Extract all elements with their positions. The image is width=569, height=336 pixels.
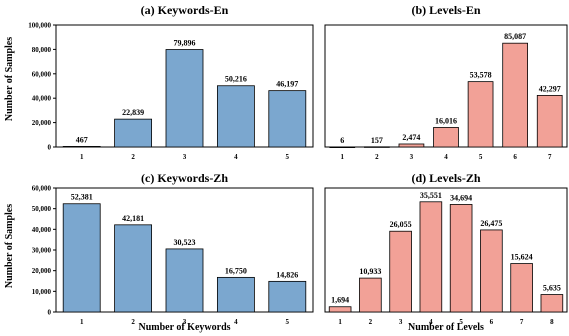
panel-1-xtick-label: 3 (183, 153, 187, 161)
panel-1-ytick-label: 20,000 (32, 119, 52, 127)
panel-2-bar (502, 42, 528, 148)
panel-1-title: (a) Keywords-En (141, 3, 229, 17)
panel-4-bar (328, 306, 352, 313)
panel-1-ytick-label: 60,000 (32, 70, 52, 78)
panel-2-xtick-label: 2 (375, 153, 379, 161)
panel-2-xtick-label: 5 (479, 153, 483, 161)
panel-3-xtick-label: 5 (286, 318, 290, 326)
panel-4-xtick-label: 2 (369, 318, 373, 326)
panel-2-data-label: 85,087 (504, 32, 526, 41)
panel-2-data-label: 2,474 (402, 133, 420, 142)
panel-4-xtick-label: 8 (550, 318, 554, 326)
panel-4-data-label: 15,624 (511, 253, 533, 262)
panel-4-xtick-label: 7 (520, 318, 524, 326)
panel-1-bar (62, 146, 101, 148)
panel-2-xtick-label: 3 (410, 153, 414, 161)
panel-3-title: (c) Keywords-Zh (141, 171, 228, 185)
panel-1-ytick-label: 0 (48, 144, 52, 152)
panel-2-xtick-label: 4 (444, 153, 448, 161)
panel-3-ytick-label: 20,000 (32, 267, 52, 275)
panel-2-bar (467, 81, 494, 148)
panel-1-data-label: 46,197 (276, 80, 298, 89)
panel-2-xtick-label: 6 (513, 153, 517, 161)
panel-4-bar (540, 294, 564, 313)
panel-1-ytick-label: 80,000 (32, 46, 52, 54)
panel-2-xtick-label: 7 (548, 153, 552, 161)
panel-2-xtick-label: 1 (341, 153, 345, 161)
panel-4-bar (449, 204, 473, 313)
panel-3-ytick-label: 40,000 (32, 226, 52, 234)
panel-2-bar (536, 94, 563, 148)
panel-1-data-label: 467 (76, 135, 88, 144)
ylabel-bottom: Number of Samples (4, 204, 15, 288)
panel-3-ytick-label: 50,000 (32, 205, 52, 213)
panel-3-xtick-label: 3 (183, 318, 187, 326)
panel-4-data-label: 26,475 (480, 219, 502, 228)
panel-3-bar (114, 224, 153, 313)
panel-1-xtick-label: 5 (286, 153, 290, 161)
panel-4-data-label: 10,933 (359, 267, 381, 276)
panel-4-xtick-label: 1 (338, 318, 342, 326)
panel-3-ytick-label: 60,000 (32, 185, 52, 193)
panel-4-xtick-label: 5 (459, 318, 463, 326)
panel-3-ytick-label: 30,000 (32, 247, 52, 255)
panel-3-bar (268, 280, 307, 313)
panel-4-data-label: 34,694 (450, 193, 472, 202)
panel-3-data-label: 16,750 (225, 266, 247, 275)
ylabel-group: Number of Samples Number of Samples (4, 37, 15, 288)
panel-3-bar (216, 276, 255, 313)
panel-4-title: (d) Levels-Zh (412, 171, 481, 185)
panel-2-data-label: 42,297 (539, 84, 561, 93)
panel-2-bar (364, 146, 390, 148)
panel-4-bar (480, 229, 503, 313)
panel-1-data-label: 22,839 (122, 108, 144, 117)
panel-1-bar (216, 85, 255, 148)
panel-1-bar (114, 118, 153, 148)
panel-3-data-label: 14,826 (276, 270, 298, 279)
panel-4-bar (359, 277, 382, 313)
panel-4-data-label: 1,694 (331, 296, 349, 305)
panel-4-data-label: 5,635 (543, 284, 561, 293)
panel-2-data-label: 157 (371, 136, 383, 145)
panel-1-bar (268, 90, 307, 148)
panel-4-xlabel: Number of Levels (408, 322, 484, 333)
panel-3-bar (165, 248, 204, 313)
panel-2-bar (329, 146, 356, 148)
panel-2-data-label: 6 (340, 136, 344, 145)
panel-1-xtick-label: 4 (234, 153, 238, 161)
panel-1-ytick-label: 40,000 (32, 95, 52, 103)
panel-4-xtick-label: 3 (399, 318, 403, 326)
panel-1-bar (165, 49, 204, 148)
panel-4-frame (324, 187, 568, 313)
panel-3-data-label: 52,381 (71, 193, 93, 202)
panel-3-ytick-label: 0 (48, 309, 52, 317)
panel-3-data-label: 30,523 (174, 238, 196, 247)
panel-3-ytick-label: 10,000 (32, 288, 52, 296)
panel-4-data-label: 26,055 (390, 220, 412, 229)
panel-3-bar (62, 203, 101, 313)
panel-3-xtick-label: 1 (80, 318, 84, 326)
panel-1-data-label: 79,896 (174, 39, 196, 48)
panel-2-bar (398, 143, 425, 148)
panel-4-bar (389, 230, 412, 313)
panel-2-data-label: 53,578 (470, 71, 492, 80)
panel-3-xlabel: Number of Keywords (138, 322, 230, 333)
panel-2-data-label: 16,016 (435, 116, 457, 125)
panel-4-bar (419, 201, 443, 313)
panel-1-xtick-label: 2 (131, 153, 135, 161)
panel-4-xtick-label: 4 (429, 318, 433, 326)
panel-1-ytick-label: 100,000 (28, 22, 51, 30)
panel-4-xtick-label: 6 (490, 318, 494, 326)
panel-2-bar (433, 127, 459, 148)
panel-3-xtick-label: 4 (234, 318, 238, 326)
panel-2-title: (b) Levels-En (412, 3, 481, 17)
panel-4-bar (510, 263, 533, 313)
panel-4-data-label: 35,551 (420, 191, 442, 200)
panel-3-data-label: 42,181 (122, 214, 144, 223)
panel-3-xtick-label: 2 (131, 318, 135, 326)
panel-1-data-label: 50,216 (225, 75, 247, 84)
ylabel-top: Number of Samples (4, 37, 15, 121)
panel-1-xtick-label: 1 (80, 153, 84, 161)
